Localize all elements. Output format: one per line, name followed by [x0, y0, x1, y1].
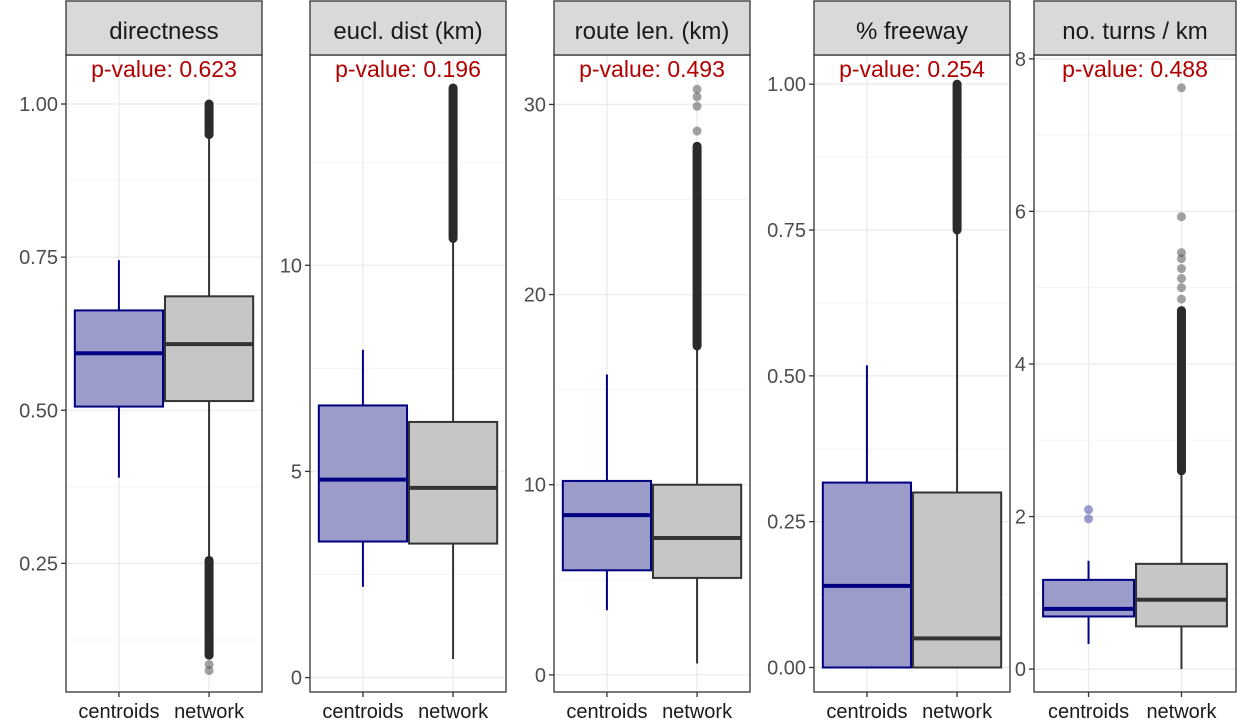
panel-border [553, 54, 751, 693]
centroids-box-group [73, 260, 165, 478]
y-tick-label: 4 [1015, 354, 1026, 376]
outlier-point [1084, 514, 1094, 524]
facet-title: route len. (km) [575, 18, 730, 45]
x-tick-label-network: network [418, 701, 489, 723]
y-tick-label: 0.25 [19, 553, 58, 575]
outlier-point [692, 126, 702, 136]
p-value-annotation: p-value: 0.254 [839, 56, 985, 82]
x-tick-label-network: network [662, 701, 733, 723]
centroids-box [1042, 578, 1135, 618]
y-tick-label: 10 [280, 255, 302, 277]
outlier-point [1176, 212, 1186, 222]
y-tick-label: 20 [524, 285, 546, 307]
y-tick-label: 0 [291, 668, 302, 690]
facet-strip [1033, 0, 1237, 56]
p-value-annotation: p-value: 0.488 [1062, 56, 1208, 82]
y-tick-label: 2 [1015, 507, 1026, 529]
y-tick-label: 0.50 [767, 366, 806, 388]
panel-border [309, 54, 507, 693]
network-box [911, 491, 1003, 669]
x-tick-label-centroids: centroids [826, 701, 907, 723]
outlier-point [692, 101, 702, 111]
centroids-box-group [821, 365, 913, 669]
centroids-box-group [561, 374, 653, 611]
y-tick-label: 0.25 [767, 512, 806, 534]
centroids-box-group [1042, 505, 1135, 644]
outlier-cluster [448, 83, 458, 243]
outlier-point [1176, 264, 1186, 274]
centroids-box [821, 481, 913, 669]
y-tick-label: 0.75 [767, 220, 806, 242]
panel-1: directness p-value: 0.623 0.25 0.50 0.75 1.00… [19, 0, 263, 723]
outlier-cluster [1176, 306, 1186, 476]
facet-strip [65, 0, 263, 56]
network-box [1135, 562, 1228, 628]
centroids-box [317, 404, 409, 543]
x-tick-label-centroids: centroids [1048, 701, 1129, 723]
network-box-group [1135, 83, 1228, 670]
y-tick-label: 0.75 [19, 247, 58, 269]
y-tick-label: 0.50 [19, 400, 58, 422]
y-tick-label: 0 [535, 665, 546, 687]
x-tick-label-network: network [174, 701, 245, 723]
y-tick-label: 5 [291, 461, 302, 483]
panel-4: % freeway p-value: 0.254 0.00 0.25 0.50 0.75 1… [767, 0, 1011, 723]
y-tick-label: 8 [1015, 49, 1026, 71]
centroids-box [73, 309, 165, 408]
outlier-cluster [204, 99, 214, 140]
x-tick-label-network: network [922, 701, 993, 723]
outlier-point [1176, 283, 1186, 293]
network-box-group [651, 84, 743, 664]
y-tick-label: 10 [524, 475, 546, 497]
network-box [651, 483, 743, 579]
facet-title: eucl. dist (km) [333, 18, 482, 45]
x-tick-label-centroids: centroids [566, 701, 647, 723]
outlier-point [1176, 248, 1186, 258]
facet-title: % freeway [856, 18, 968, 45]
p-value-annotation: p-value: 0.493 [579, 56, 725, 82]
y-tick-label: 1.00 [19, 94, 58, 116]
facet-title: directness [109, 18, 218, 45]
outlier-point [1176, 83, 1186, 93]
facet-strip [553, 0, 751, 56]
outlier-cluster [204, 555, 214, 660]
panel-2: eucl. dist (km) p-value: 0.196 0 5 10 centroi… [280, 0, 507, 723]
outlier-cluster [692, 141, 702, 351]
centroids-box-group [317, 349, 409, 587]
x-tick-label-network: network [1146, 701, 1217, 723]
facet-strip [813, 0, 1011, 56]
outlier-point [692, 84, 702, 94]
facet-strip [309, 0, 507, 56]
outlier-point [1176, 294, 1186, 304]
outlier-point [1084, 505, 1094, 515]
outlier-point [692, 92, 702, 102]
y-tick-label: 0 [1015, 659, 1026, 681]
network-box-group [911, 79, 1003, 669]
outlier-cluster [952, 79, 962, 235]
network-box-group [163, 99, 255, 676]
x-tick-label-centroids: centroids [322, 701, 403, 723]
outlier-point [1176, 274, 1186, 284]
network-box [163, 295, 255, 403]
y-tick-label: 30 [524, 94, 546, 116]
network-box-group [407, 83, 499, 660]
centroids-box [561, 479, 653, 572]
p-value-annotation: p-value: 0.196 [335, 56, 481, 82]
network-box [407, 420, 499, 545]
panel-5: no. turns / km p-value: 0.488 0 2 4 6 8 centroi… [1015, 0, 1237, 723]
p-value-annotation: p-value: 0.623 [91, 56, 237, 82]
y-tick-label: 0.00 [767, 658, 806, 680]
outlier-point [204, 666, 214, 676]
x-tick-label-centroids: centroids [78, 701, 159, 723]
y-tick-label: 6 [1015, 201, 1026, 223]
y-tick-label: 1.00 [767, 74, 806, 96]
facet-title: no. turns / km [1062, 18, 1207, 45]
panel-3: route len. (km) p-value: 0.493 0 10 20 30 cent… [524, 0, 751, 723]
